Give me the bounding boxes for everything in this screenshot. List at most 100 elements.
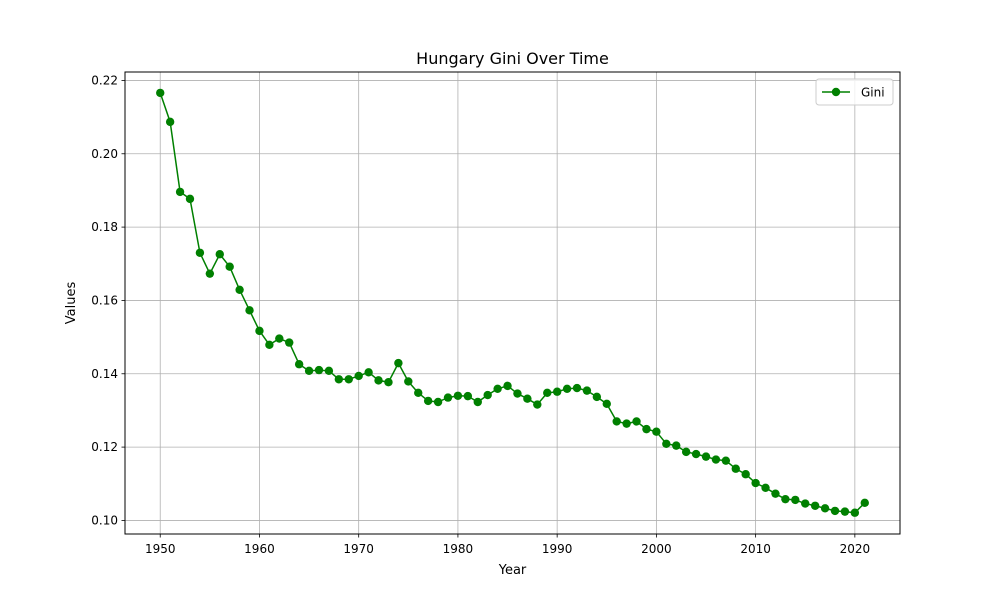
data-point (156, 88, 165, 98)
data-point (344, 375, 353, 384)
data-point (473, 397, 482, 407)
data-point (423, 396, 433, 406)
data-point (324, 366, 334, 376)
data-point (533, 400, 542, 409)
data-point (404, 377, 413, 386)
data-point (493, 384, 502, 393)
data-point (642, 424, 651, 434)
grid-layer (125, 72, 900, 534)
data-point (265, 340, 274, 349)
data-point (463, 391, 473, 401)
data-point (860, 498, 869, 508)
data-point (592, 392, 602, 402)
y-tick-label: 0.12 (91, 440, 118, 454)
data-point (662, 439, 671, 448)
data-point (205, 269, 215, 278)
data-point (562, 384, 572, 393)
data-point (612, 417, 621, 426)
data-point (433, 397, 443, 407)
data-point (225, 262, 234, 271)
data-point (503, 381, 512, 391)
data-point (791, 495, 800, 505)
data-point (711, 455, 721, 464)
data-point (275, 334, 284, 343)
data-point (443, 393, 453, 402)
data-point (731, 464, 740, 473)
data-point (255, 326, 264, 336)
x-tick-label: 1980 (443, 542, 474, 556)
data-point (771, 489, 780, 498)
data-point (523, 394, 532, 403)
data-point (304, 366, 314, 376)
data-point (840, 507, 850, 516)
data-point (513, 389, 522, 398)
data-point (632, 417, 641, 426)
data-point (384, 378, 393, 387)
x-tick-label: 2000 (641, 542, 672, 556)
data-point (820, 504, 830, 513)
data-point (781, 494, 790, 504)
data-point (195, 248, 205, 257)
data-point (374, 376, 383, 385)
data-point (672, 441, 681, 450)
data-point (235, 285, 244, 294)
data-point (681, 447, 691, 457)
data-point (701, 452, 711, 461)
data-point (761, 483, 770, 492)
data-point (810, 501, 820, 510)
y-tick-label: 0.16 (91, 293, 118, 307)
data-point (364, 368, 373, 377)
data-point (830, 506, 840, 516)
legend-label: Gini (861, 86, 885, 100)
y-tick-label: 0.18 (91, 220, 118, 234)
data-point (572, 383, 582, 393)
chart-title: Hungary Gini Over Time (416, 49, 609, 68)
legend-marker (831, 87, 841, 97)
data-point (394, 358, 403, 368)
y-axis-title: Values (64, 282, 79, 325)
legend: Gini (815, 78, 894, 106)
data-point (721, 456, 731, 465)
data-point (354, 371, 363, 381)
data-point (691, 449, 701, 459)
data-point (483, 390, 492, 400)
data-point (175, 187, 185, 197)
data-point (751, 478, 760, 488)
data-point (850, 508, 860, 517)
data-point (652, 427, 661, 436)
plot-frame (124, 71, 901, 535)
data-point (185, 194, 195, 204)
data-point (582, 386, 592, 395)
x-tick-label: 1990 (542, 542, 573, 556)
x-axis-title: Year (498, 563, 527, 578)
y-tick-label: 0.14 (91, 367, 118, 381)
data-point (741, 470, 750, 479)
data-point (215, 250, 224, 259)
y-tick-label: 0.10 (91, 513, 118, 527)
data-point (285, 338, 294, 347)
x-tick-label: 2020 (840, 542, 871, 556)
data-point (245, 306, 254, 315)
y-tick-label: 0.20 (91, 147, 118, 161)
y-tick-label: 0.22 (91, 73, 118, 87)
data-point (622, 419, 631, 428)
tick-layer: 1950 1960 1970 1980 1990 2000 2010 2020 0.10 0.12… (91, 73, 870, 556)
x-tick-label: 1950 (145, 542, 176, 556)
legend-box (815, 78, 894, 106)
data-point (453, 391, 463, 400)
data-point (294, 360, 304, 369)
data-point (414, 388, 423, 398)
data-point (552, 387, 562, 396)
data-point (602, 399, 611, 409)
x-tick-label: 1970 (343, 542, 374, 556)
x-tick-label: 1960 (244, 542, 275, 556)
data-point (801, 499, 810, 508)
data-point (334, 375, 344, 384)
data-point (543, 388, 552, 398)
data-point (165, 117, 175, 127)
data-point (314, 365, 324, 375)
x-tick-label: 2010 (740, 542, 771, 556)
series-layer (156, 88, 869, 517)
